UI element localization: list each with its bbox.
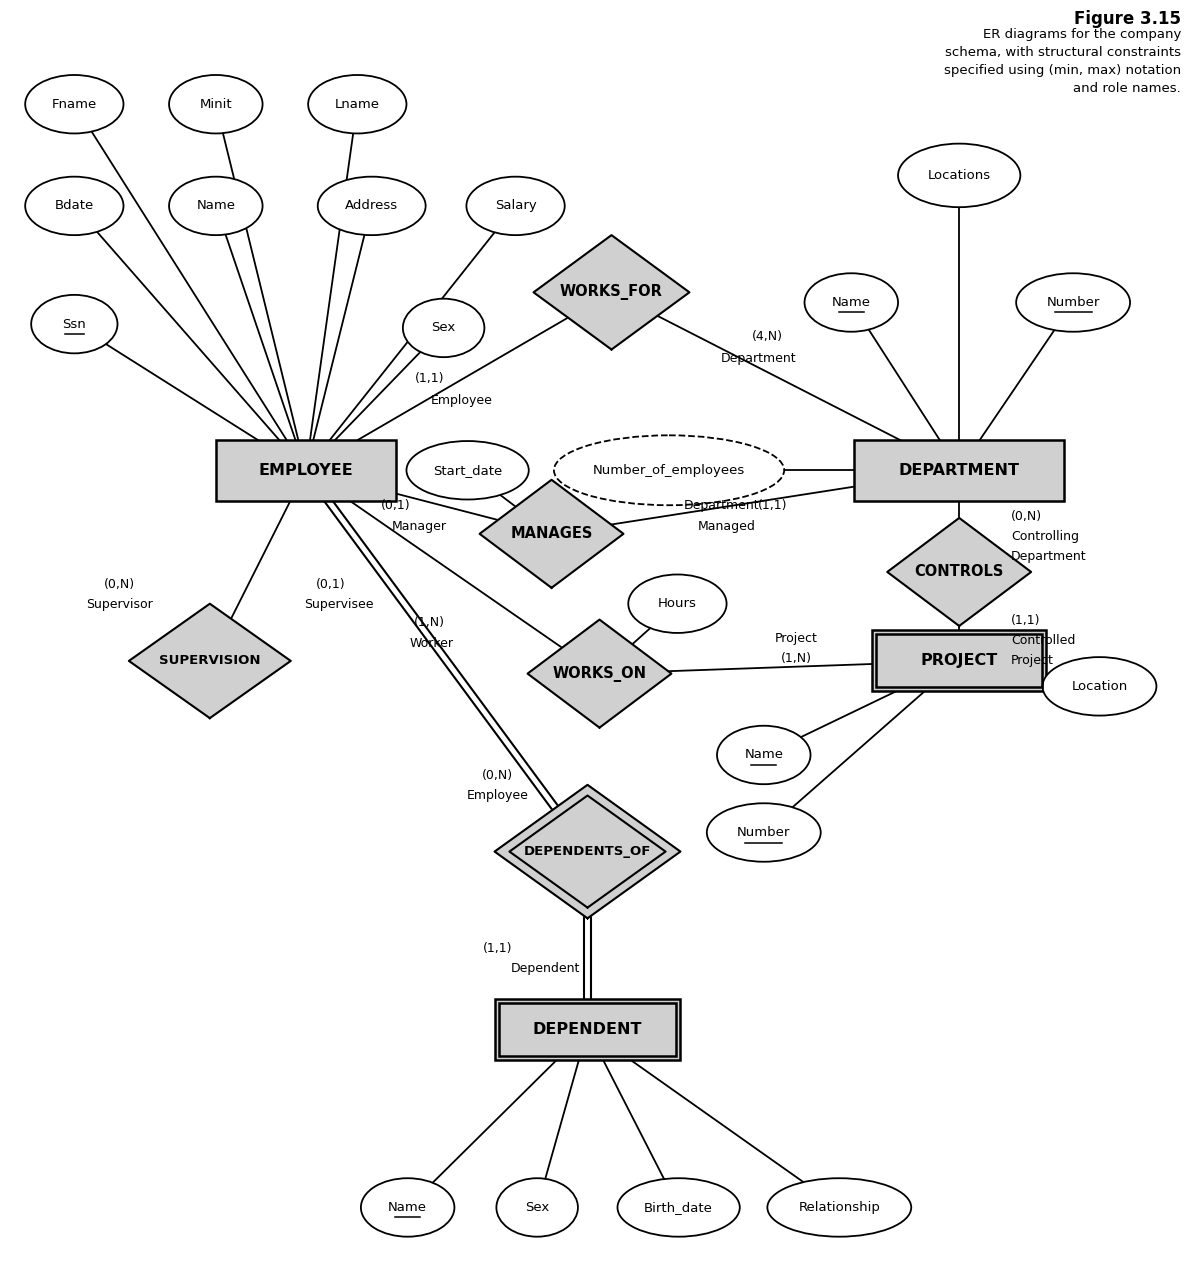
Text: Sex: Sex: [525, 1201, 549, 1214]
Text: Hours: Hours: [658, 597, 697, 610]
Bar: [216, 440, 396, 501]
Text: DEPENDENT: DEPENDENT: [532, 1022, 643, 1037]
Text: Sex: Sex: [432, 322, 456, 334]
Ellipse shape: [554, 435, 784, 505]
Text: Name: Name: [197, 200, 235, 212]
Text: Project: Project: [1011, 655, 1054, 667]
Ellipse shape: [403, 299, 484, 357]
Bar: [854, 440, 1065, 501]
Text: Department: Department: [683, 500, 760, 512]
Text: Address: Address: [345, 200, 398, 212]
Ellipse shape: [617, 1178, 740, 1237]
Text: WORKS_FOR: WORKS_FOR: [560, 285, 663, 300]
Text: Manager: Manager: [392, 520, 447, 533]
Text: Relationship: Relationship: [799, 1201, 880, 1214]
Ellipse shape: [1017, 273, 1131, 332]
Text: (1,1): (1,1): [415, 372, 444, 385]
Text: Department: Department: [721, 352, 797, 365]
Text: (1,1): (1,1): [483, 942, 512, 955]
Bar: [876, 634, 1042, 688]
Polygon shape: [494, 785, 681, 918]
Ellipse shape: [898, 144, 1020, 207]
Polygon shape: [128, 604, 290, 718]
Polygon shape: [534, 235, 689, 350]
Text: Number: Number: [1047, 296, 1099, 309]
Ellipse shape: [707, 803, 820, 862]
Text: Employee: Employee: [430, 394, 493, 407]
Ellipse shape: [496, 1178, 578, 1237]
Text: Fname: Fname: [52, 98, 97, 111]
Polygon shape: [480, 480, 623, 587]
Text: Minit: Minit: [199, 98, 233, 111]
Text: (1,N): (1,N): [781, 652, 812, 665]
Text: CONTROLS: CONTROLS: [915, 564, 1004, 580]
Text: Employee: Employee: [466, 789, 529, 802]
Ellipse shape: [31, 295, 118, 353]
Ellipse shape: [805, 273, 898, 332]
Text: MANAGES: MANAGES: [511, 526, 592, 541]
Ellipse shape: [717, 726, 811, 784]
Text: Bdate: Bdate: [55, 200, 94, 212]
Text: (1,N): (1,N): [414, 616, 445, 629]
Ellipse shape: [169, 75, 263, 133]
Ellipse shape: [1042, 657, 1156, 716]
Ellipse shape: [25, 75, 123, 133]
Text: (1,1): (1,1): [758, 500, 787, 512]
Text: Project: Project: [775, 632, 818, 644]
Text: ER diagrams for the company
schema, with structural constraints
specified using : ER diagrams for the company schema, with…: [944, 28, 1181, 95]
Text: Number_of_employees: Number_of_employees: [594, 464, 745, 477]
Text: WORKS_ON: WORKS_ON: [553, 666, 646, 681]
Ellipse shape: [406, 441, 529, 500]
Ellipse shape: [25, 177, 123, 235]
Ellipse shape: [767, 1178, 911, 1237]
Bar: [873, 630, 1046, 691]
Text: Name: Name: [832, 296, 870, 309]
Ellipse shape: [361, 1178, 454, 1237]
Text: Dependent: Dependent: [511, 962, 580, 975]
Polygon shape: [887, 519, 1031, 627]
Text: Start_date: Start_date: [433, 464, 502, 477]
Text: (0,N): (0,N): [1011, 510, 1042, 522]
Text: Location: Location: [1072, 680, 1127, 693]
Text: Figure 3.15: Figure 3.15: [1074, 10, 1181, 28]
Text: Supervisor: Supervisor: [86, 599, 153, 611]
Text: (0,N): (0,N): [482, 769, 513, 782]
Text: EMPLOYEE: EMPLOYEE: [258, 463, 354, 478]
Text: Name: Name: [388, 1201, 427, 1214]
Text: (0,1): (0,1): [317, 578, 345, 591]
Text: Locations: Locations: [928, 169, 990, 182]
Ellipse shape: [318, 177, 426, 235]
Text: PROJECT: PROJECT: [921, 653, 998, 669]
Text: Worker: Worker: [410, 637, 453, 649]
Text: (0,N): (0,N): [104, 578, 135, 591]
Ellipse shape: [466, 177, 565, 235]
Text: (4,N): (4,N): [752, 330, 783, 343]
Text: Lname: Lname: [335, 98, 380, 111]
Bar: [499, 1003, 676, 1056]
Text: Ssn: Ssn: [62, 318, 86, 330]
Text: Salary: Salary: [495, 200, 536, 212]
Ellipse shape: [169, 177, 263, 235]
Polygon shape: [528, 619, 671, 727]
Text: Department: Department: [1011, 550, 1086, 563]
Ellipse shape: [628, 574, 727, 633]
Bar: [494, 999, 681, 1060]
Text: SUPERVISION: SUPERVISION: [159, 655, 260, 667]
Text: DEPARTMENT: DEPARTMENT: [899, 463, 1019, 478]
Text: Name: Name: [745, 749, 783, 761]
Text: Managed: Managed: [698, 520, 755, 533]
Text: Birth_date: Birth_date: [644, 1201, 713, 1214]
Text: Supervisee: Supervisee: [305, 599, 374, 611]
Ellipse shape: [308, 75, 406, 133]
Text: DEPENDENTS_OF: DEPENDENTS_OF: [524, 845, 651, 858]
Text: Controlling: Controlling: [1011, 530, 1079, 543]
Text: Number: Number: [737, 826, 790, 839]
Text: (1,1): (1,1): [1011, 614, 1041, 627]
Text: (0,1): (0,1): [381, 500, 410, 512]
Text: Controlled: Controlled: [1011, 634, 1076, 647]
